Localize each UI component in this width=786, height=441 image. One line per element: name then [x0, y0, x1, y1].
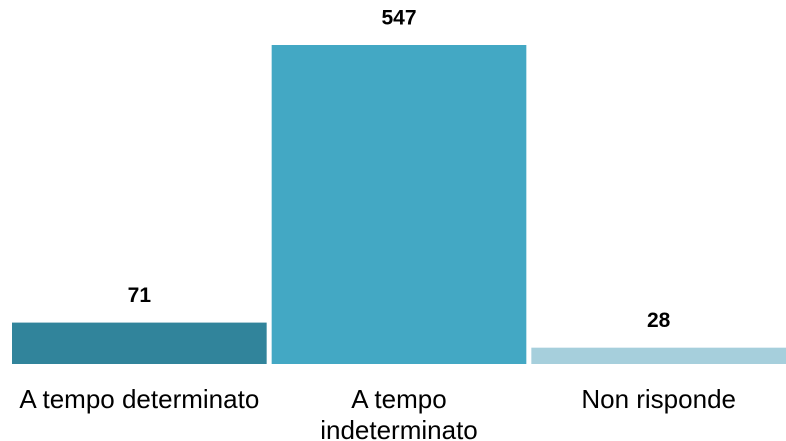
bar	[12, 322, 267, 364]
value-label: 547	[381, 7, 416, 30]
value-label: 71	[128, 284, 152, 307]
x-tick-label: Non risponde	[581, 384, 736, 414]
bar	[271, 45, 527, 364]
bar	[531, 347, 786, 364]
x-tick-label: A tempo indeterminato	[320, 384, 478, 441]
x-tick-label: A tempo determinato	[19, 384, 260, 414]
value-label: 28	[647, 309, 671, 332]
